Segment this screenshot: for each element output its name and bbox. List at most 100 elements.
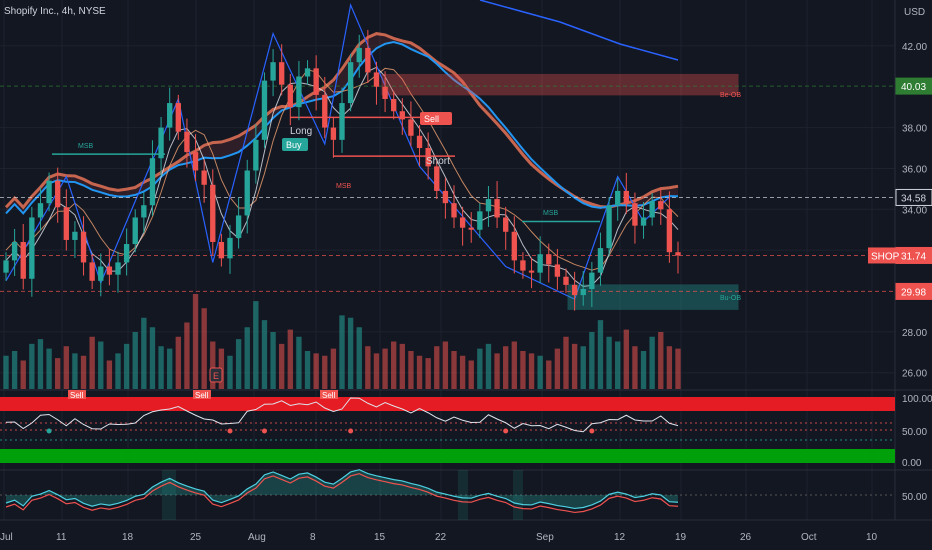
- long-ma-line: [479, 0, 679, 61]
- volume-bar: [511, 341, 517, 389]
- symbol-badge-bg: [868, 247, 896, 264]
- stoch-cross-dot: [46, 428, 52, 434]
- candle-body: [89, 262, 95, 281]
- oscillator-signal-line: [5, 473, 679, 514]
- bullish-order-block: [567, 284, 739, 310]
- volume-bar: [615, 341, 621, 389]
- volume-bar: [270, 332, 276, 389]
- time-tick-label: 22: [435, 532, 447, 543]
- candle-body: [537, 254, 543, 273]
- overbought-zone: [0, 397, 895, 411]
- long-label: Long: [290, 126, 312, 137]
- price-tick-label: 34.00: [902, 205, 927, 216]
- candle-body: [658, 201, 664, 210]
- volume-bar: [244, 327, 250, 389]
- candle-body: [425, 148, 431, 167]
- candle-body: [322, 94, 328, 128]
- candle-body: [184, 131, 190, 153]
- stoch-cross-dot: [589, 428, 595, 434]
- candle-body: [632, 203, 638, 226]
- volume-bar: [106, 360, 113, 389]
- candle-body: [261, 80, 268, 140]
- candle-body: [503, 217, 509, 232]
- candle-body: [235, 215, 242, 238]
- candle-body: [339, 103, 345, 140]
- bearish-order-block: [381, 73, 739, 96]
- candle-body: [192, 152, 199, 171]
- time-tick-label: Jul: [0, 532, 13, 543]
- candle-body: [606, 205, 612, 249]
- candle-body: [63, 207, 69, 240]
- volume-bar: [20, 360, 26, 389]
- volume-bar: [330, 348, 337, 389]
- candle-body: [520, 260, 526, 271]
- candle-body: [477, 211, 483, 230]
- time-tick-label: Aug: [248, 532, 266, 543]
- volume-bar: [563, 336, 569, 389]
- sell-tag-bg: [193, 390, 211, 399]
- volume-bar: [141, 317, 147, 389]
- sell-tag-bg: [320, 390, 338, 399]
- candle-body: [451, 203, 457, 218]
- volume-bar: [210, 341, 216, 389]
- candle-body: [640, 217, 647, 226]
- candle-body: [442, 190, 449, 204]
- volume-bar: [434, 346, 440, 389]
- candle-body: [279, 62, 285, 85]
- time-tick-label: 8: [310, 532, 316, 543]
- stoch-line: [5, 397, 679, 433]
- price-tick-label: 26.00: [902, 369, 927, 380]
- candle-body: [270, 62, 276, 81]
- candle-body: [158, 127, 164, 159]
- currency-label: USD: [904, 7, 925, 18]
- candle-body: [167, 103, 173, 128]
- candle-body: [175, 103, 181, 132]
- time-tick-label: 15: [374, 532, 386, 543]
- volume-bar: [571, 343, 578, 389]
- stoch-cross-dot: [503, 428, 509, 434]
- sell-tag: Sell: [195, 391, 209, 400]
- sell-tag: Sell: [322, 391, 336, 400]
- oscillator-highlight: [162, 470, 176, 520]
- oscillator-area: [6, 469, 678, 509]
- earnings-icon: E: [213, 371, 219, 381]
- volume-bar: [589, 332, 595, 389]
- stoch-cross-dot: [261, 428, 267, 434]
- time-tick-label: 25: [190, 532, 202, 543]
- stoch-tick-label: 100.00: [902, 394, 932, 405]
- volume-bar: [649, 336, 655, 389]
- volume-bar: [98, 341, 104, 389]
- volume-bar: [46, 348, 52, 389]
- volume-bar: [37, 339, 44, 389]
- volume-bar: [3, 355, 9, 389]
- candle-body: [37, 203, 44, 218]
- volume-bar: [339, 315, 345, 389]
- candle-body: [132, 217, 138, 245]
- candle-body: [511, 231, 517, 261]
- volume-bar: [640, 351, 647, 389]
- volume-bar: [279, 343, 285, 389]
- time-tick-label: 26: [740, 532, 752, 543]
- candle-body: [623, 190, 629, 204]
- volume-bar: [63, 346, 69, 389]
- symbol-badge: SHOP: [871, 251, 900, 262]
- oscillator-line: [5, 469, 679, 510]
- buy-signal-bg: [282, 138, 308, 151]
- candle-body: [434, 166, 440, 191]
- volume-bar: [554, 348, 561, 389]
- candle-body: [72, 231, 78, 240]
- candle-body: [347, 62, 354, 104]
- sell-signal-bg: [420, 112, 452, 125]
- volume-bar: [399, 343, 405, 389]
- short-label: Short: [426, 156, 450, 167]
- candle-body: [485, 199, 492, 212]
- mid-level-badge: 34.58: [901, 193, 926, 204]
- volume-bar: [158, 346, 164, 389]
- volume-bar: [451, 351, 457, 389]
- candle-body: [382, 86, 388, 99]
- volume-bar: [520, 351, 526, 389]
- candle-body: [123, 244, 130, 263]
- volume-bar: [373, 353, 380, 389]
- candle-body: [571, 284, 578, 296]
